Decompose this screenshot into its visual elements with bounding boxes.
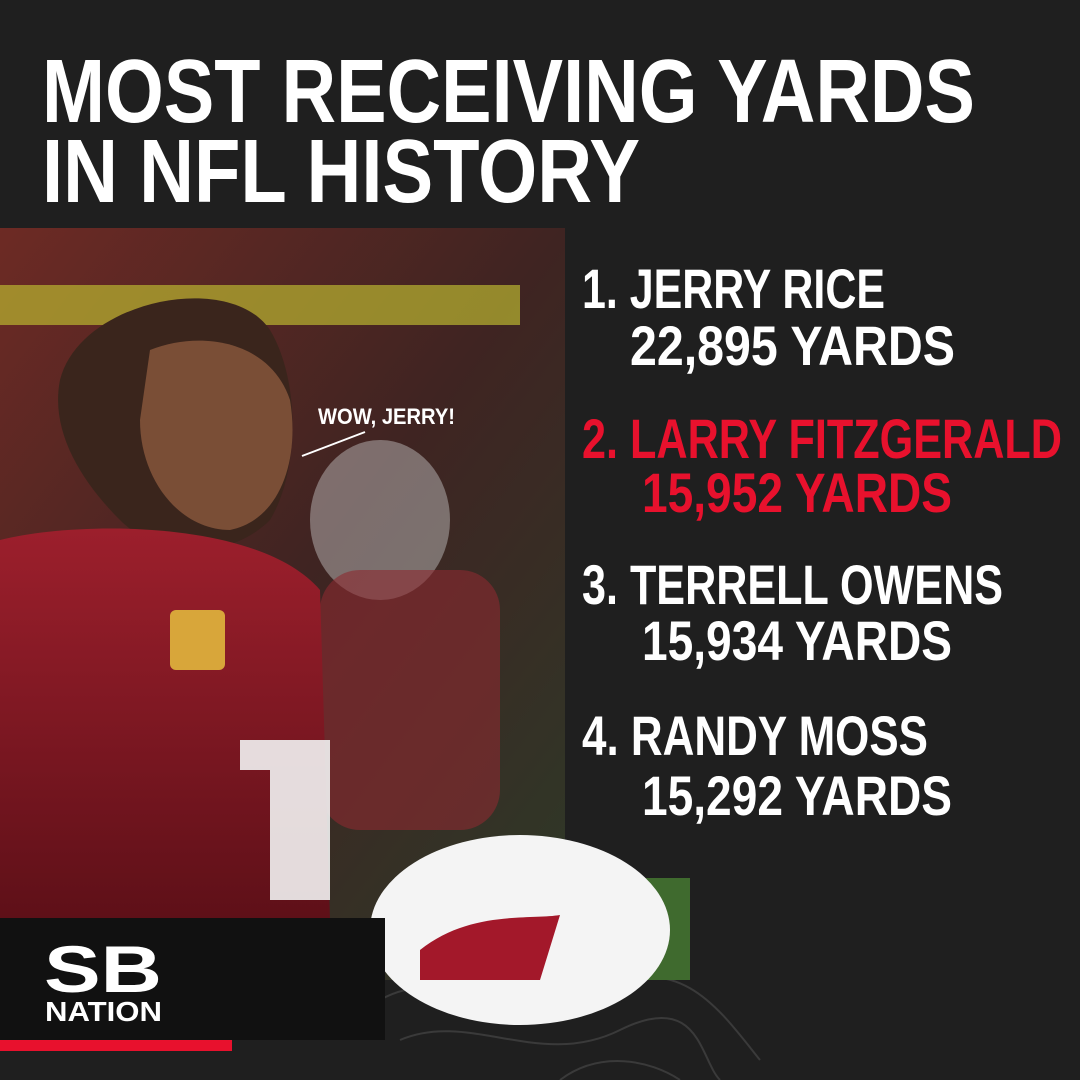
- photo: [0, 228, 690, 1025]
- logo-bar: [0, 1040, 232, 1051]
- entry-yards: 15,952 YARDS: [642, 461, 952, 524]
- entry-yards: 15,292 YARDS: [642, 764, 952, 827]
- annotation: WOW, JERRY!: [318, 404, 455, 429]
- annotation-pointer: [301, 431, 366, 457]
- logo-bottom: NATION: [45, 996, 162, 1027]
- entry-name: 1. JERRY RICE: [582, 257, 885, 320]
- logo-box: [0, 918, 385, 1040]
- title-line: MOST RECEIVING YARDS: [42, 42, 975, 142]
- entry-name: 3. TERRELL OWENS: [582, 553, 1003, 616]
- logo-top: SB: [44, 932, 162, 1006]
- entry-yards: 15,934 YARDS: [642, 609, 952, 672]
- entry-yards: 22,895 YARDS: [630, 314, 955, 377]
- entry-name: 2. LARRY FITZGERALD: [582, 407, 1062, 470]
- entry-name: 4. RANDY MOSS: [582, 704, 928, 767]
- title-line: IN NFL HISTORY: [42, 122, 640, 222]
